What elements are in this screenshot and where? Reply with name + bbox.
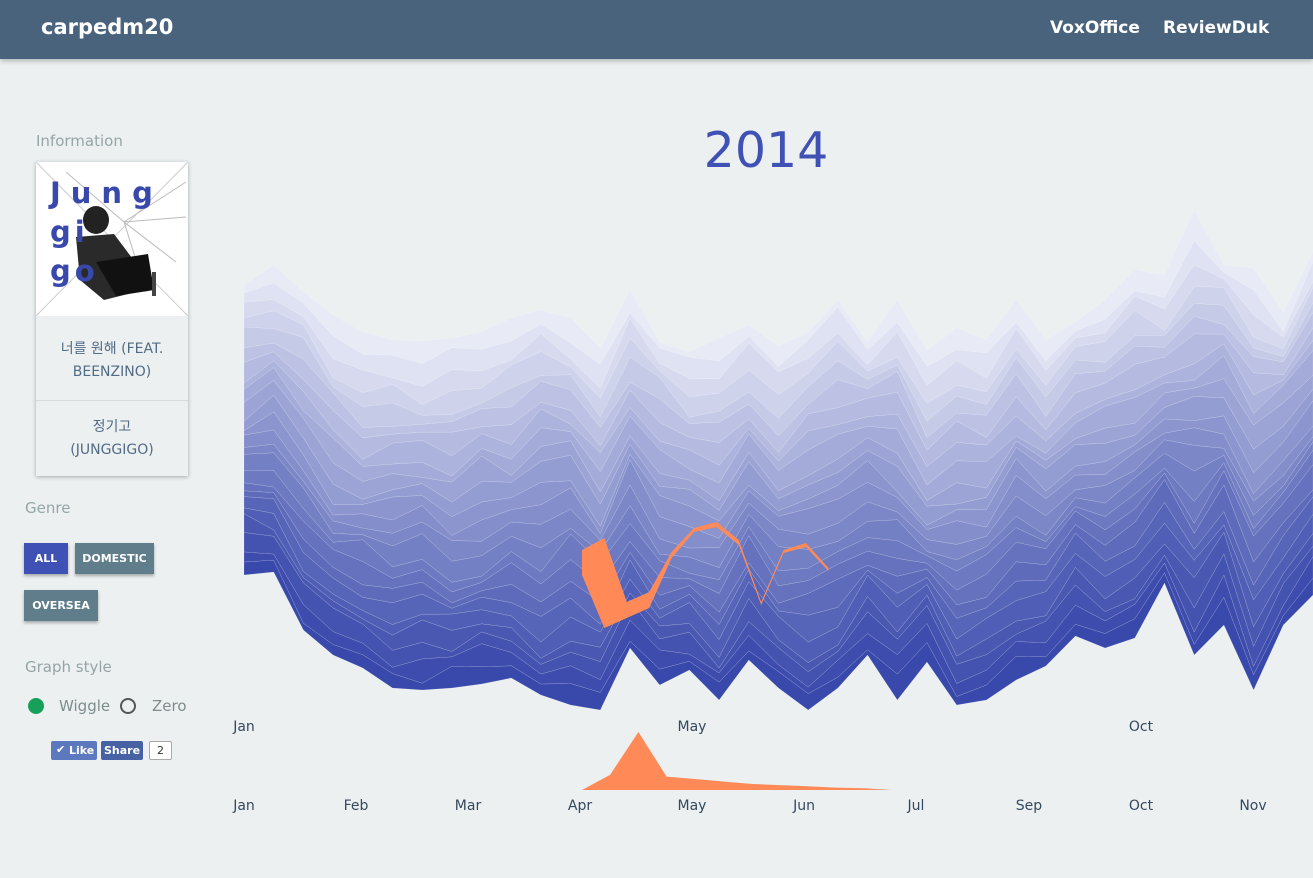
stream-layer[interactable] — [243, 311, 1313, 453]
graph-style-label: Graph style — [25, 658, 112, 676]
context-x-tick-label: Jul — [907, 798, 925, 814]
album-cover-lettering: Jung gi go — [50, 176, 163, 288]
stream-layer[interactable] — [243, 240, 1313, 389]
stream-layer[interactable] — [243, 513, 1313, 673]
chart-title: 2014 — [704, 122, 829, 179]
artist-name-line1: 정기고 — [92, 419, 132, 435]
main-x-tick-label: Jan — [232, 719, 255, 735]
genre-all-button[interactable]: ALL — [24, 543, 68, 574]
share-count: 2 — [149, 741, 172, 760]
stream-layer[interactable] — [243, 286, 1313, 422]
context-x-tick-label: Feb — [344, 798, 369, 814]
stream-layer[interactable] — [243, 302, 1313, 438]
radio-wiggle-label[interactable]: Wiggle — [59, 697, 111, 715]
context-area[interactable] — [582, 732, 893, 790]
stream-layer[interactable] — [243, 388, 1313, 527]
context-x-tick-label: Jan — [232, 798, 255, 814]
genre-domestic-button[interactable]: DOMESTIC — [75, 543, 154, 574]
radio-zero[interactable] — [120, 698, 136, 714]
stream-layer[interactable] — [243, 374, 1313, 511]
radio-wiggle[interactable] — [28, 698, 44, 714]
nav-link-voxoffice[interactable]: VoxOffice — [1050, 18, 1140, 38]
song-info-card: Jung gi go 너를 원해 (FEAT. BEENZINO) 정기고 (J… — [36, 162, 188, 476]
brand-link[interactable]: carpedm20 — [41, 15, 174, 39]
song-title-line1: 너를 원해 (FEAT. — [60, 341, 164, 357]
nav-link-reviewduk[interactable]: ReviewDuk — [1163, 18, 1270, 38]
context-x-tick-label: Oct — [1129, 798, 1154, 814]
stream-layer[interactable] — [243, 436, 1313, 568]
stream-layer[interactable] — [243, 339, 1313, 486]
context-x-tick-label: Nov — [1239, 798, 1266, 814]
facebook-share-button[interactable]: Share — [101, 741, 143, 760]
context-x-tick-label: Mar — [455, 798, 482, 814]
stream-layer[interactable] — [243, 350, 1313, 501]
navbar: carpedm20 VoxOffice ReviewDuk — [0, 0, 1313, 59]
artist-name-line2: (JUNGGIGO) — [70, 442, 154, 458]
album-art-graphic — [36, 162, 188, 316]
radio-zero-label[interactable]: Zero — [152, 697, 187, 715]
stream-layer[interactable] — [243, 264, 1313, 405]
main-x-tick-label: May — [678, 719, 707, 735]
facebook-like-button[interactable]: ✔ Like — [51, 741, 97, 760]
highlighted-song-band[interactable] — [582, 522, 829, 628]
context-x-tick-label: Sep — [1016, 798, 1043, 814]
genre-label: Genre — [25, 499, 71, 517]
stream-layer[interactable] — [243, 209, 1313, 367]
card-divider — [36, 400, 188, 401]
album-cover[interactable]: Jung gi go — [36, 162, 188, 316]
like-label: Like — [69, 744, 95, 757]
stream-layer[interactable] — [243, 441, 1313, 583]
stream-layer[interactable] — [243, 327, 1313, 467]
context-x-tick-label: May — [678, 798, 707, 814]
main-x-tick-label: Oct — [1129, 719, 1154, 735]
thumbs-up-icon: ✔ — [56, 743, 66, 756]
stream-layer[interactable] — [243, 532, 1313, 688]
song-title-line2: BEENZINO) — [72, 364, 152, 380]
context-x-tick-label: Apr — [568, 798, 592, 814]
stream-layer[interactable] — [243, 449, 1313, 594]
genre-oversea-button[interactable]: OVERSEA — [24, 590, 98, 621]
context-x-tick-label: Jun — [792, 798, 815, 814]
stream-layer[interactable] — [243, 400, 1313, 539]
information-label: Information — [36, 132, 123, 150]
stream-layer[interactable] — [243, 425, 1313, 549]
